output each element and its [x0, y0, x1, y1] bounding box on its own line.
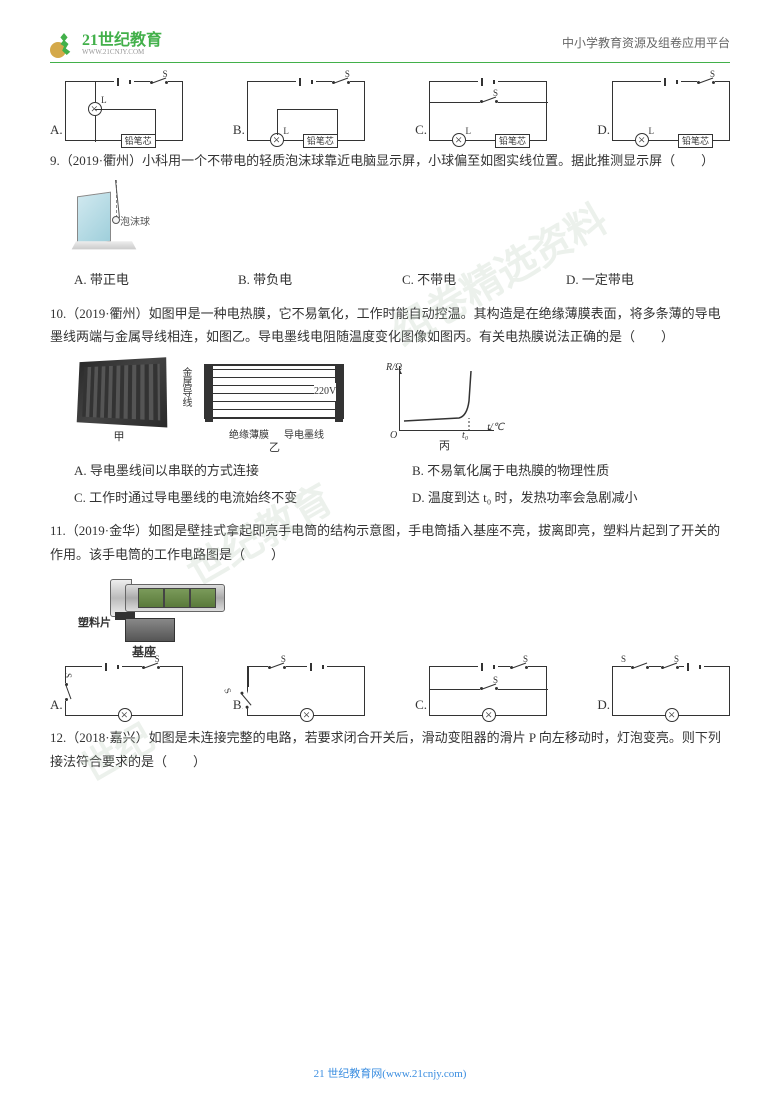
switch-label: S: [674, 651, 679, 667]
circuit-diagram-d: S L 铅笔芯: [612, 81, 730, 141]
logo: 21世纪教育 WWW.21CNJY.COM: [50, 30, 162, 58]
pencil-label: 铅笔芯: [303, 134, 338, 148]
base-label: 基座: [132, 642, 156, 664]
ink-line-label: 导电墨线: [284, 427, 324, 445]
graph-xlabel: t/℃: [487, 419, 504, 437]
caption-yi: 乙: [269, 439, 280, 459]
bulb-label: L: [283, 123, 289, 139]
switch-label: S: [59, 673, 75, 701]
circuit-diagram-a: S L 铅笔芯: [65, 81, 183, 141]
switch-label: S: [621, 651, 649, 667]
q11-circuit-d: S S: [612, 666, 730, 716]
pencil-label: 铅笔芯: [678, 134, 713, 148]
switch-label: S: [523, 651, 528, 667]
question-9: 9.（2019·衢州）小科用一个不带电的轻质泡沫球靠近电脑显示屏，小球偏至如图实…: [50, 149, 730, 292]
voltage-label: 220V: [314, 383, 336, 401]
question-11: 11.（2019·金华）如图是壁挂式拿起即亮手电筒的结构示意图，手电筒插入基座不…: [50, 519, 730, 716]
graph-origin: O: [390, 427, 397, 445]
graph-t0: t₀: [462, 427, 468, 445]
circuit-diagram-b: S L 铅笔芯: [247, 81, 365, 141]
bulb-label: L: [648, 123, 654, 139]
flashlight-figure: 塑料片 基座: [90, 576, 250, 656]
heating-film-diagram: 金属导线 220V 绝缘薄膜 导电墨线 乙: [184, 359, 364, 449]
q11-circuit-b: S S: [247, 666, 365, 716]
q11-opt-c: C.: [415, 693, 427, 716]
q9-opt-a: A. 带正电: [74, 268, 238, 291]
bulb-label: L: [466, 123, 472, 139]
question-10: 10.（2019·衢州）如图甲是一种电热膜，它不易氧化，工作时能自动控温。其构造…: [50, 302, 730, 510]
foam-label: 泡沫球: [120, 214, 150, 232]
question-12: 12.（2018·嘉兴）如图是未连接完整的电路，若要求闭合开关后，滑动变阻器的滑…: [50, 726, 730, 773]
switch-label: S: [163, 66, 168, 82]
caption-bing: 丙: [439, 437, 450, 457]
film-photo-wrap: 甲: [74, 359, 164, 448]
q9-opt-c: C. 不带电: [402, 268, 566, 291]
page-header: 21世纪教育 WWW.21CNJY.COM 中小学教育资源及组卷应用平台: [50, 30, 730, 63]
logo-sub-text: WWW.21CNJY.COM: [82, 49, 162, 56]
circuit-diagram-c: S L 铅笔芯: [429, 81, 547, 141]
bulb-label: L: [101, 92, 107, 108]
q10-opt-b: B. 不易氧化属于电热膜的物理性质: [412, 459, 730, 482]
insulation-label: 绝缘薄膜: [229, 427, 269, 445]
q8-opt-c: C.: [415, 118, 427, 141]
q8-opt-d: D.: [597, 118, 610, 141]
switch-label: S: [281, 651, 286, 667]
heating-film-photo: [77, 357, 168, 427]
resistance-graph: R/Ω O t₀ t/℃ 丙: [384, 359, 504, 449]
plastic-label: 塑料片: [78, 614, 111, 634]
q11-circuit-c: S S: [429, 666, 547, 716]
q10-opt-c: C. 工作时通过导电墨线的电流始终不变: [74, 486, 392, 509]
pencil-label: 铅笔芯: [495, 134, 530, 148]
laptop-figure: 泡沫球: [74, 180, 154, 260]
q8-opt-b: B.: [233, 118, 245, 141]
q8-opt-a: A.: [50, 118, 63, 141]
q9-opt-d: D. 一定带电: [566, 268, 730, 291]
q9-text: 9.（2019·衢州）小科用一个不带电的轻质泡沫球靠近电脑显示屏，小球偏至如图实…: [50, 149, 730, 172]
q10-text: 10.（2019·衢州）如图甲是一种电热膜，它不易氧化，工作时能自动控温。其构造…: [50, 302, 730, 349]
q8-circuits: A. S L 铅笔芯 B. S L 铅笔芯 C. S: [50, 81, 730, 141]
q9-opt-b: B. 带负电: [238, 268, 402, 291]
switch-label: S: [219, 686, 243, 716]
switch-label: S: [345, 66, 350, 82]
pencil-label: 铅笔芯: [121, 134, 156, 148]
switch-label: S: [493, 85, 498, 101]
switch-label: S: [155, 651, 160, 667]
header-right-text: 中小学教育资源及组卷应用平台: [562, 33, 730, 55]
page-footer: 21 世纪教育网(www.21cnjy.com): [0, 1065, 780, 1085]
logo-main-text: 21世纪教育: [82, 33, 162, 49]
caption-jia: 甲: [74, 428, 164, 448]
q12-text: 12.（2018·嘉兴）如图是未连接完整的电路，若要求闭合开关后，滑动变阻器的滑…: [50, 726, 730, 773]
q11-opt-d: D.: [597, 693, 610, 716]
metal-wire-label: 金属导线: [180, 367, 190, 407]
q10-opt-d: D. 温度到达 t₀ 时，发热功率会急剧减小: [412, 486, 730, 509]
q11-text: 11.（2019·金华）如图是壁挂式拿起即亮手电筒的结构示意图，手电筒插入基座不…: [50, 519, 730, 566]
logo-icon: [50, 30, 78, 58]
switch-label: S: [710, 66, 715, 82]
switch-label: S: [493, 672, 498, 688]
graph-curve-icon: [399, 366, 494, 431]
q10-opt-a: A. 导电墨线间以串联的方式连接: [74, 459, 392, 482]
q11-circuit-a: S S: [65, 666, 183, 716]
